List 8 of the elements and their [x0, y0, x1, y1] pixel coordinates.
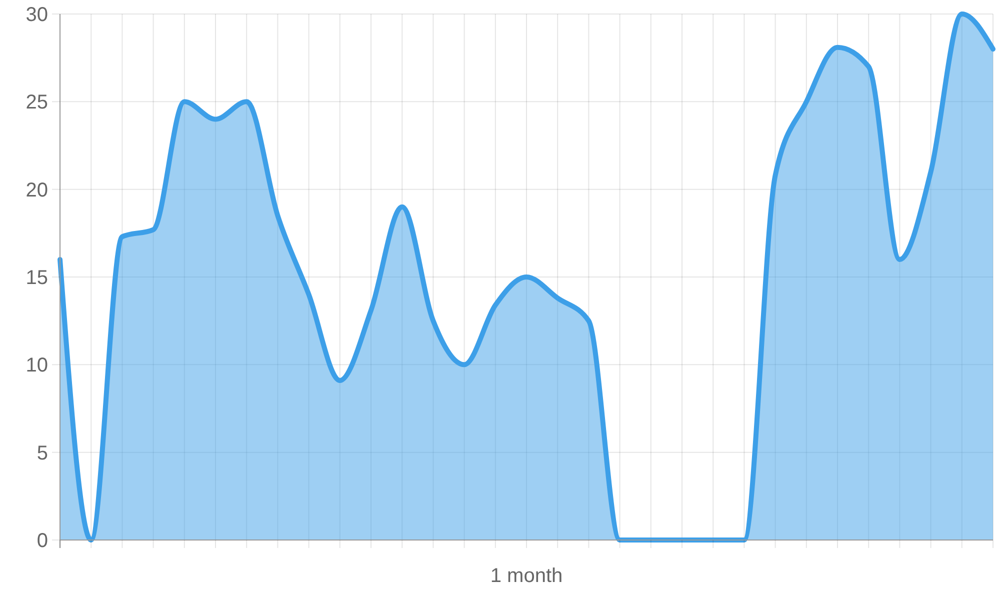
y-tick-label: 15 — [26, 267, 48, 289]
y-tick-label: 30 — [26, 4, 48, 26]
y-tick-label: 5 — [36, 442, 48, 464]
x-axis-title: 1 month — [490, 565, 563, 587]
y-tick-label: 25 — [26, 92, 48, 114]
y-tick-label: 20 — [26, 179, 48, 202]
y-tick-label: 0 — [36, 530, 48, 552]
y-tick-label: 10 — [26, 354, 48, 377]
